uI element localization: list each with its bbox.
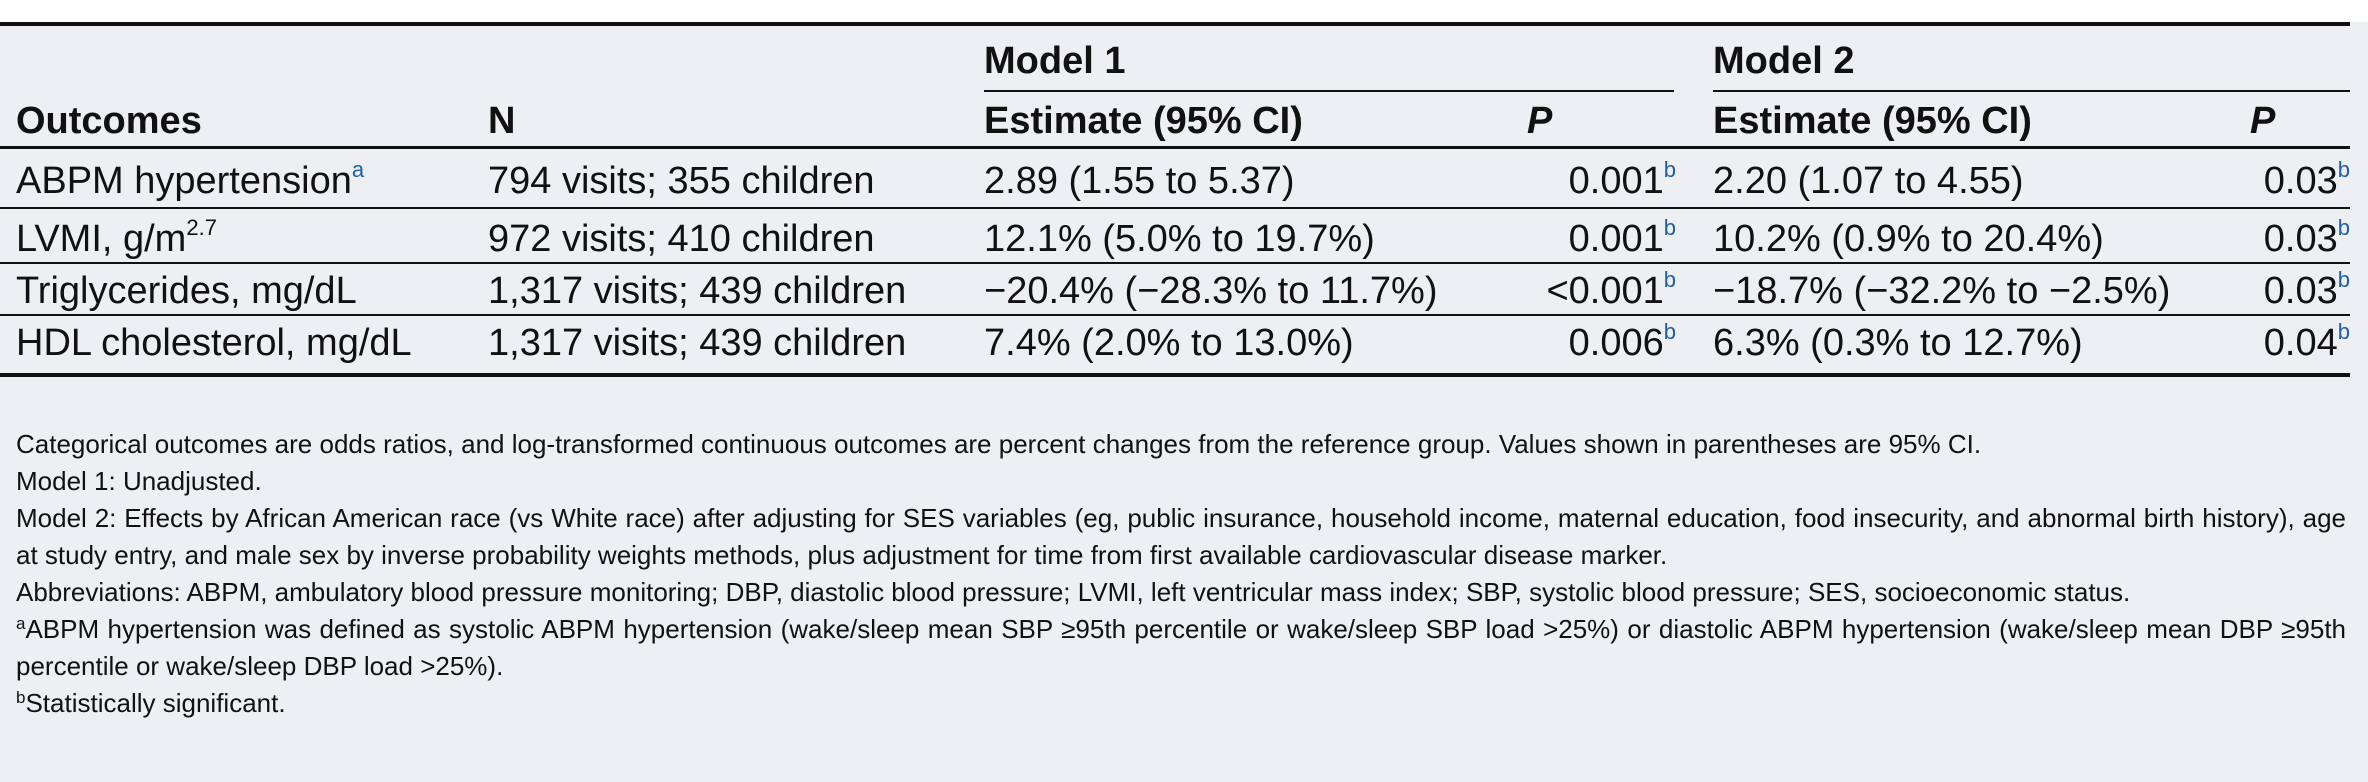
header-rule	[0, 146, 2350, 149]
row-divider	[0, 262, 2350, 264]
header-estimate-model2: Estimate (95% CI)	[1713, 100, 2032, 142]
row3-p-model2: 0.03b	[2263, 267, 2350, 312]
row4-p-model2: 0.04b	[2263, 319, 2350, 364]
model1-heading: Model 1	[984, 40, 1126, 82]
row2-estimate-model2: 10.2% (0.9% to 20.4%)	[1713, 218, 2104, 260]
row3-estimate-model2: −18.7% (−32.2% to −2.5%)	[1713, 270, 2171, 312]
row2-outcome: LVMI, g/m2.7	[16, 215, 217, 260]
row4-outcome: HDL cholesterol, mg/dL	[16, 322, 412, 364]
row1-p-model1: 0.001b	[1568, 157, 1676, 202]
row2-n: 972 visits; 410 children	[488, 218, 875, 260]
header-outcomes: Outcomes	[16, 100, 202, 142]
table-bottom-rule	[0, 373, 2350, 377]
header-p-model1: P	[1527, 100, 1553, 142]
row4-estimate-model1: 7.4% (2.0% to 13.0%)	[984, 322, 1354, 364]
row4-n: 1,317 visits; 439 children	[488, 322, 907, 364]
row4-p-model1: 0.006b	[1568, 319, 1676, 364]
header-estimate-model1: Estimate (95% CI)	[984, 100, 1303, 142]
row3-n: 1,317 visits; 439 children	[488, 270, 907, 312]
note-outcomes: Categorical outcomes are odds ratios, an…	[16, 429, 1982, 459]
row1-outcome: ABPM hypertensiona	[16, 157, 365, 202]
row-divider	[0, 314, 2350, 316]
row3-p-model1: <0.001b	[1546, 267, 1676, 312]
row2-p-model1: 0.001b	[1568, 215, 1676, 260]
row1-estimate-model1: 2.89 (1.55 to 5.37)	[984, 160, 1295, 202]
row2-estimate-model1: 12.1% (5.0% to 19.7%)	[984, 218, 1375, 260]
table-notes: Categorical outcomes are odds ratios, an…	[16, 426, 2346, 722]
row1-n: 794 visits; 355 children	[488, 160, 875, 202]
row4-estimate-model2: 6.3% (0.3% to 12.7%)	[1713, 322, 2083, 364]
footnote-a: aABPM hypertension was defined as systol…	[16, 614, 2346, 681]
note-model2: Model 2: Effects by African American rac…	[16, 503, 2346, 570]
row1-p-model2: 0.03b	[2263, 157, 2350, 202]
row1-estimate-model2: 2.20 (1.07 to 4.55)	[1713, 160, 2024, 202]
model1-underline	[984, 90, 1674, 92]
row3-outcome: Triglycerides, mg/dL	[16, 270, 357, 312]
footnote-b: bStatistically significant.	[16, 688, 286, 718]
row3-estimate-model1: −20.4% (−28.3% to 11.7%)	[984, 270, 1438, 312]
row-divider	[0, 207, 2350, 209]
model2-heading: Model 2	[1713, 40, 1855, 82]
row2-p-model2: 0.03b	[2263, 215, 2350, 260]
note-model1: Model 1: Unadjusted.	[16, 466, 262, 496]
header-n: N	[488, 100, 516, 142]
model2-underline	[1713, 90, 2350, 92]
top-margin	[0, 0, 2368, 22]
table-top-rule	[0, 22, 2350, 26]
header-p-model2: P	[2250, 100, 2276, 142]
note-abbreviations: Abbreviations: ABPM, ambulatory blood pr…	[16, 577, 2131, 607]
